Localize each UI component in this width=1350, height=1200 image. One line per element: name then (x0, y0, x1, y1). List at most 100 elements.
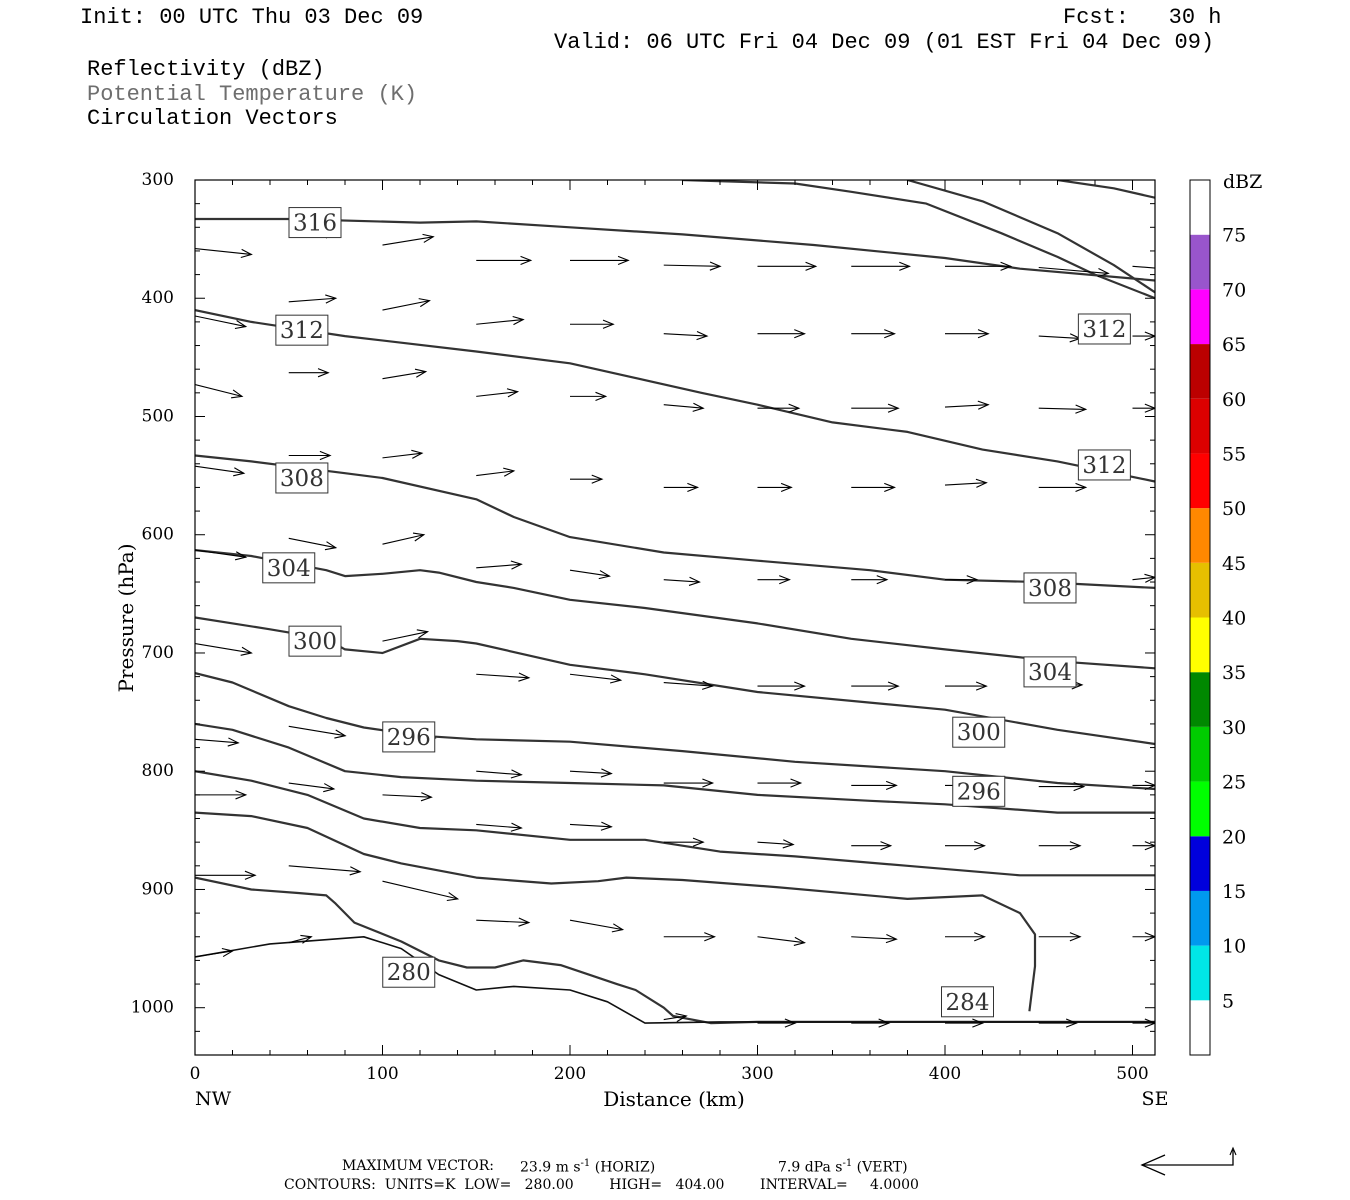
vector-head (512, 315, 525, 326)
colorbar-swatch (1190, 344, 1210, 399)
max-vector-label: MAXIMUM VECTOR: (342, 1158, 494, 1174)
vector-head (240, 248, 253, 259)
circulation-vector (663, 837, 705, 847)
vector-head (422, 233, 435, 243)
vector-head (323, 783, 336, 793)
vector-head (974, 932, 986, 942)
circulation-vector (757, 1018, 797, 1028)
y-tick-label: 600 (142, 525, 174, 545)
circulation-vector (1038, 482, 1088, 493)
circulation-vector (476, 315, 525, 326)
contour-label-box (275, 314, 329, 346)
vector-shaft (569, 770, 612, 775)
circulation-vector (476, 255, 533, 265)
vector-head (234, 320, 248, 330)
vector-head (701, 680, 715, 690)
circulation-vector (1132, 331, 1155, 341)
circulation-vector (195, 384, 244, 399)
y-tick-label: 400 (142, 288, 174, 308)
vector-shaft (288, 537, 336, 549)
circulation-vector (195, 315, 248, 330)
contour-label-text: 304 (1028, 660, 1072, 686)
vector-head (702, 778, 715, 788)
circulation-vector (476, 388, 520, 398)
vector-head (779, 575, 791, 585)
vector-shaft (944, 482, 987, 486)
circulation-vector (1038, 266, 1110, 278)
colorbar-frame (1189, 179, 1211, 1056)
vector-shaft (663, 681, 713, 687)
isentrope-304 (195, 549, 1155, 670)
contour-label-box (1023, 572, 1077, 604)
vector-head (420, 792, 433, 802)
circulation-vector (569, 768, 613, 778)
vector-head (518, 672, 531, 682)
contour-label: 312 (1077, 449, 1131, 481)
vector-shaft (195, 465, 244, 474)
circulation-vector (476, 467, 516, 477)
colorbar-title: dBZ (1223, 171, 1262, 193)
isentrope-284 (195, 811, 1037, 1012)
vector-shaft (1132, 265, 1155, 269)
contour-label-text: 308 (280, 466, 324, 492)
vector-head (446, 892, 460, 902)
vector-shaft (382, 631, 428, 642)
horiz-value: 23.9 m s (520, 1159, 581, 1176)
circulation-vector (1038, 781, 1086, 792)
reference-vector-up-head (1229, 1146, 1237, 1156)
contour-label-box (941, 986, 994, 1018)
vector-shaft (288, 725, 346, 737)
contour-label-box (952, 775, 1006, 807)
y-tick-label: 900 (142, 879, 174, 899)
contour-label-box (288, 625, 342, 657)
circulation-vector (945, 841, 986, 851)
vector-head (520, 255, 533, 265)
circulation-vector (476, 822, 523, 832)
vector-shaft (1132, 576, 1155, 581)
vector-shaft (476, 919, 529, 924)
colorbar-swatch (1190, 672, 1210, 727)
vector-head (227, 737, 240, 747)
contour-label: 284 (941, 986, 994, 1018)
circulation-vector (195, 737, 240, 747)
colorbar-label: 45 (1222, 553, 1246, 575)
contour-label-text: 308 (1028, 576, 1072, 602)
vector-head (1069, 841, 1082, 851)
vector-head (782, 839, 795, 849)
vector-head (687, 482, 700, 493)
circulation-vector (288, 865, 362, 876)
contour-label: 308 (275, 462, 329, 494)
colorbar-label: 40 (1222, 608, 1246, 630)
contour-label-text: 296 (957, 779, 1001, 805)
circulation-vector (569, 821, 613, 831)
vector-head (416, 629, 430, 639)
vector-head (966, 575, 979, 585)
contour-label: 312 (275, 314, 329, 346)
vector-shaft (195, 384, 243, 397)
y-tick-label: 500 (142, 406, 174, 426)
circulation-vector (851, 261, 912, 271)
x-tick-label: 300 (741, 1064, 773, 1084)
vector-head (1144, 1018, 1155, 1028)
reference-vector-arrow (1140, 1146, 1237, 1176)
vector-head (591, 474, 604, 484)
y-axis-label: Pressure (hPa) (114, 544, 138, 693)
colorbar-swatch (1190, 726, 1210, 782)
circulation-vector (757, 403, 801, 413)
horiz-unit: (HORIZ) (594, 1159, 656, 1176)
circulation-vector (663, 778, 715, 788)
vector-head (1073, 781, 1086, 792)
vector-shaft (195, 950, 233, 958)
valid-time: Valid: 06 UTC Fri 04 Dec 09 (01 EST Fri … (554, 30, 1215, 55)
contour-label: 300 (952, 716, 1006, 748)
vector-head (235, 790, 248, 800)
contour-label-text: 312 (280, 318, 324, 344)
vector-shaft (382, 452, 423, 459)
vector-head (334, 729, 347, 739)
x-tick-label: 400 (929, 1064, 961, 1084)
circulation-vector (476, 769, 523, 779)
vector-shaft (757, 936, 805, 944)
circulation-vector (288, 368, 330, 378)
isentrope-280 (195, 876, 758, 1025)
contour-label-text: 300 (957, 720, 1001, 746)
